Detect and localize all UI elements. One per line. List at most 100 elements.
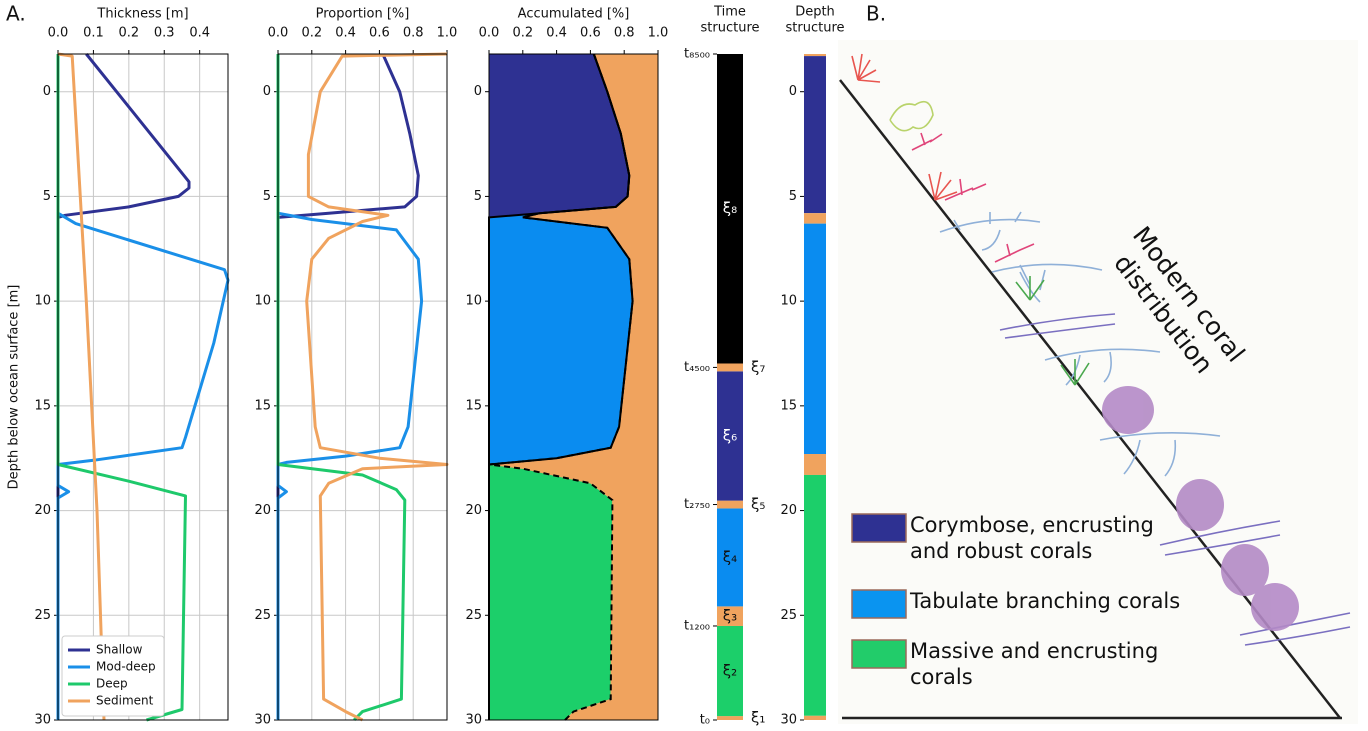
- y-tick-label: 20: [254, 503, 271, 518]
- y-tick-label: 15: [254, 398, 271, 413]
- chart-title: Time: [713, 5, 746, 20]
- segment: [717, 508, 743, 607]
- line-series: [305, 52, 449, 722]
- y-axis-label: Depth below ocean surface [m]: [7, 285, 22, 490]
- segment: [717, 500, 743, 509]
- plot-frame: [488, 53, 659, 721]
- y-tick-label: 5: [263, 189, 271, 204]
- y-tick-label: t₀: [700, 713, 710, 728]
- line-series: [57, 52, 106, 721]
- chart-title: structure: [786, 21, 845, 36]
- x-tick-label: 0.4: [546, 26, 567, 41]
- y-tick-label: t₁₂₀₀: [684, 618, 710, 633]
- x-tick-label: 0.4: [335, 26, 356, 41]
- x-tick-label: 0.2: [301, 26, 322, 41]
- y-tick-label: 15: [34, 398, 51, 413]
- x-tick-label: 0.2: [512, 26, 533, 41]
- y-tick-label: 5: [474, 189, 482, 204]
- y-tick-label: 20: [34, 503, 51, 518]
- y-tick-label: t₄₅₀₀: [684, 360, 710, 375]
- y-tick-label: 10: [34, 294, 51, 309]
- segment: [717, 716, 743, 720]
- line-series: [276, 54, 407, 722]
- legend-swatch: [851, 513, 907, 543]
- segment: [804, 54, 826, 57]
- line-series: [276, 53, 420, 720]
- segment-label: ξ₂: [723, 662, 737, 680]
- y-tick-label: 10: [465, 294, 482, 309]
- legend-label: Mod-deep: [96, 660, 156, 674]
- y-tick-label: 10: [254, 294, 271, 309]
- x-tick-label: 0.6: [369, 26, 390, 41]
- y-tick-label: 5: [789, 189, 797, 204]
- segment: [804, 454, 826, 475]
- x-tick-label: 0.3: [154, 26, 175, 41]
- x-tick-label: 0.1: [83, 26, 104, 41]
- y-tick-label: 25: [780, 608, 797, 623]
- legend-label: Sediment: [96, 694, 154, 708]
- x-tick-label: 0.8: [614, 26, 635, 41]
- legend-box: [61, 635, 165, 717]
- y-tick-label: 5: [43, 189, 51, 204]
- y-tick-label: 0: [789, 84, 797, 99]
- legend-label: and robust corals: [910, 539, 1092, 563]
- segment: [804, 213, 826, 224]
- y-tick-label: 10: [780, 294, 797, 309]
- segment: [717, 606, 743, 626]
- y-tick-label: 0: [474, 84, 482, 99]
- segment: [717, 371, 743, 501]
- segment-label: ξ₅: [751, 495, 765, 513]
- legend-label: Shallow: [96, 643, 143, 657]
- y-tick-label: 15: [780, 398, 797, 413]
- segment-label: ξ₄: [723, 548, 737, 566]
- legend-swatch: [851, 639, 907, 669]
- x-tick-label: 0.4: [189, 26, 210, 41]
- y-tick-label: 20: [465, 503, 482, 518]
- plot-frame: [57, 53, 229, 721]
- segment-label: ξ₁: [751, 709, 765, 727]
- y-tick-label: 0: [263, 84, 271, 99]
- chart-title: Thickness [m]: [96, 7, 188, 22]
- x-tick-label: 1.0: [648, 26, 669, 41]
- segment-label: ξ₆: [723, 426, 737, 444]
- chart-title: Accumulated [%]: [518, 7, 630, 22]
- coral-sketches: [851, 53, 1351, 646]
- legend-label: Corymbose, encrusting: [910, 513, 1154, 537]
- plot-frame: [277, 53, 448, 721]
- panel-label: A.: [6, 2, 26, 26]
- segment: [717, 363, 743, 372]
- segment-label: ξ₇: [751, 358, 765, 376]
- panel-label: B.: [866, 2, 886, 26]
- illustration: Modern coral distribution Corymbose, enc…: [838, 40, 1358, 724]
- legend-label: corals: [910, 665, 973, 689]
- segment: [804, 223, 826, 455]
- segment-label: ξ₈: [723, 199, 737, 217]
- segment: [804, 715, 826, 720]
- segment-label: ξ₃: [723, 607, 737, 625]
- y-tick-label: 25: [254, 608, 271, 623]
- y-tick-label: 25: [34, 608, 51, 623]
- y-tick-label: 15: [465, 398, 482, 413]
- y-tick-label: 30: [34, 713, 51, 728]
- x-tick-label: 0.0: [268, 26, 289, 41]
- y-tick-label: 30: [780, 713, 797, 728]
- line-series: [56, 54, 230, 720]
- y-tick-label: 30: [465, 713, 482, 728]
- y-tick-label: 20: [780, 503, 797, 518]
- x-tick-label: 0.0: [48, 26, 69, 41]
- y-tick-label: 25: [465, 608, 482, 623]
- y-tick-label: t₂₇₅₀: [684, 497, 710, 512]
- segment: [804, 474, 826, 716]
- segment: [804, 56, 826, 214]
- x-tick-label: 0.8: [403, 26, 424, 41]
- y-tick-label: t₈₅₀₀: [684, 47, 710, 62]
- legend-label: Tabulate branching corals: [909, 589, 1180, 613]
- x-tick-label: 0.0: [479, 26, 500, 41]
- segment: [717, 54, 743, 364]
- chart-title: Depth: [795, 5, 835, 20]
- chart-title: structure: [701, 21, 760, 36]
- x-tick-label: 0.2: [118, 26, 139, 41]
